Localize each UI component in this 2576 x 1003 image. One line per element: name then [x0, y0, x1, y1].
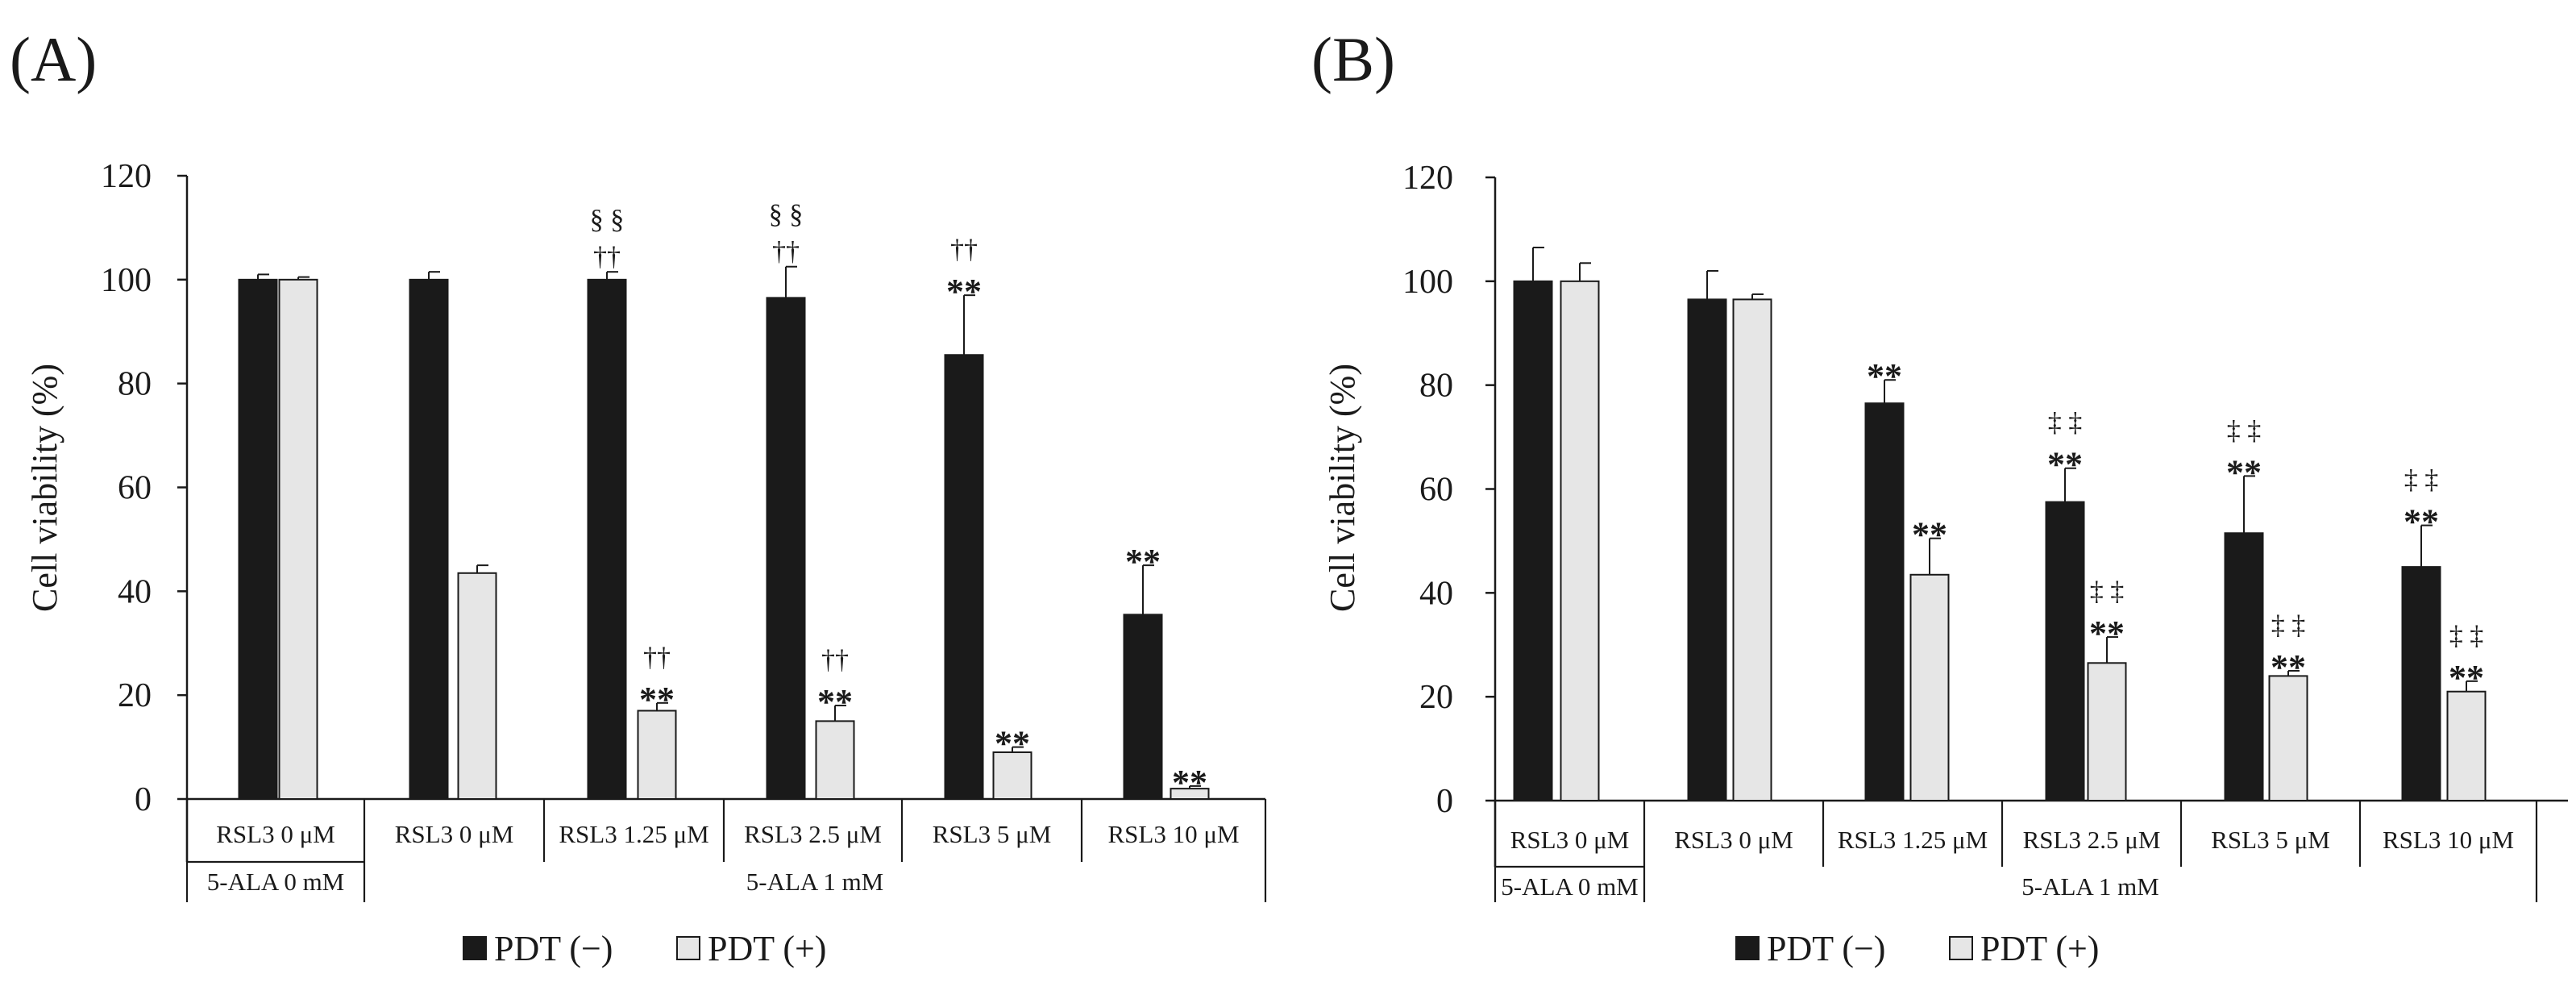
category-label: RSL3 2.5 μM [2023, 826, 2161, 854]
bar-pdt-plus [278, 278, 318, 801]
significance-mark: ‡ ‡ [2227, 415, 2262, 445]
category-label: RSL3 10 μM [1107, 820, 1239, 848]
bar-pdt-plus [2268, 675, 2308, 802]
y-tick-label: 80 [1419, 368, 1453, 405]
group-label: 5-ALA 1 mM [2021, 872, 2159, 901]
y-tick-label: 60 [1419, 472, 1453, 509]
bar-pdt-minus [2224, 532, 2264, 801]
y-tick-label: 0 [1436, 783, 1453, 820]
bar-pdt-minus [944, 354, 984, 800]
y-tick-label: 60 [118, 470, 152, 507]
panel-label: (B) [1311, 24, 1395, 94]
category-label: RSL3 0 μM [1510, 826, 1630, 854]
significance-mark: ‡ ‡ [2404, 465, 2439, 495]
group-label: 5-ALA 0 mM [1501, 872, 1639, 901]
significance-mark: ** [817, 682, 853, 722]
category-label: RSL3 5 μM [933, 820, 1052, 848]
significance-mark: § § [769, 200, 804, 230]
y-axis-title: Cell viability (%) [25, 364, 64, 612]
significance-mark: ** [2089, 614, 2125, 653]
bar-pdt-minus [2401, 566, 2441, 801]
category-label: RSL3 0 μM [1674, 826, 1793, 854]
significance-mark: ** [2226, 452, 2262, 492]
significance-mark: ‡ ‡ [2048, 408, 2083, 438]
significance-mark: ** [1125, 542, 1161, 581]
significance-mark: †† [950, 235, 978, 264]
significance-mark: ** [2271, 647, 2306, 687]
y-tick-label: 120 [101, 158, 152, 195]
significance-mark: †† [772, 237, 800, 267]
category-label: RSL3 1.25 μM [1838, 826, 1988, 854]
bar-pdt-plus [1909, 573, 1950, 801]
bar-pdt-plus [815, 720, 855, 800]
y-tick-label: 120 [1402, 160, 1453, 197]
bar-pdt-minus [587, 278, 627, 801]
bar-pdt-plus [1560, 280, 1600, 802]
bar-pdt-minus [766, 297, 806, 801]
y-tick-label: 40 [118, 573, 152, 610]
legend-label: PDT (+) [1980, 929, 2099, 968]
legend-swatch-pdt-plus [1949, 936, 1973, 960]
y-tick-label: 0 [135, 781, 152, 818]
significance-mark: ** [639, 680, 675, 719]
bar-pdt-minus [238, 278, 278, 801]
category-label: RSL3 0 μM [216, 820, 335, 848]
legend-swatch-pdt-minus [1735, 936, 1760, 960]
significance-mark: ** [1172, 763, 1207, 802]
legend-label: PDT (−) [1767, 929, 1885, 968]
significance-mark: ** [2404, 502, 2439, 542]
significance-mark: § § [590, 205, 625, 235]
y-tick-label: 100 [1402, 264, 1453, 301]
category-label: RSL3 10 μM [2383, 826, 2514, 854]
bar-pdt-plus [2087, 662, 2127, 801]
legend-swatch-pdt-plus [676, 936, 700, 960]
bar-pdt-minus [1513, 280, 1553, 802]
y-tick-label: 20 [118, 677, 152, 714]
legend-swatch-pdt-minus [463, 936, 487, 960]
y-tick-label: 20 [1419, 679, 1453, 716]
significance-mark: ** [1912, 515, 1947, 555]
legend-label: PDT (−) [494, 929, 613, 968]
category-label: RSL3 0 μM [395, 820, 514, 848]
group-label: 5-ALA 1 mM [746, 868, 884, 896]
bar-pdt-minus [1687, 298, 1727, 802]
y-tick-label: 100 [101, 262, 152, 299]
bar-pdt-plus [637, 710, 677, 800]
bar-pdt-plus [1732, 298, 1772, 802]
panel-label: (A) [10, 24, 97, 94]
bar-pdt-plus [457, 572, 497, 800]
significance-mark: ‡ ‡ [2271, 610, 2306, 640]
significance-mark: ‡ ‡ [2449, 621, 2484, 651]
legend: PDT (−) PDT (+) PDT (−) PDT (+) [463, 929, 2099, 968]
significance-mark: ** [1867, 356, 1902, 396]
significance-mark: †† [643, 643, 671, 672]
panel-a-chart: (A) 0 20 40 60 80 100 120 Cell viability (%) RSL3… [10, 24, 1267, 902]
significance-mark: ‡ ‡ [2090, 576, 2125, 606]
bar-pdt-plus [2446, 690, 2487, 801]
y-tick-label: 40 [1419, 575, 1453, 612]
y-tick-label: 80 [118, 366, 152, 403]
bar-pdt-minus [409, 278, 449, 801]
bar-pdt-minus [1123, 614, 1163, 801]
category-label: RSL3 1.25 μM [559, 820, 708, 848]
category-label: RSL3 2.5 μM [744, 820, 882, 848]
significance-mark: ** [946, 272, 982, 311]
significance-mark: ** [2047, 445, 2083, 485]
group-label: 5-ALA 0 mM [207, 868, 345, 896]
bar-pdt-minus [2045, 501, 2085, 802]
legend-label: PDT (+) [708, 929, 826, 968]
significance-mark: ** [995, 724, 1030, 764]
bar-pdt-minus [1864, 402, 1905, 801]
panel-b-chart: (B) 0 20 40 60 80 100 120 Cell viability (%) RSL3… [1311, 24, 2568, 902]
significance-mark: †† [593, 242, 621, 272]
y-axis-title: Cell viability (%) [1323, 364, 1362, 612]
significance-mark: ** [2449, 658, 2484, 697]
significance-mark: †† [821, 645, 849, 675]
category-label: RSL3 5 μM [2211, 826, 2330, 854]
